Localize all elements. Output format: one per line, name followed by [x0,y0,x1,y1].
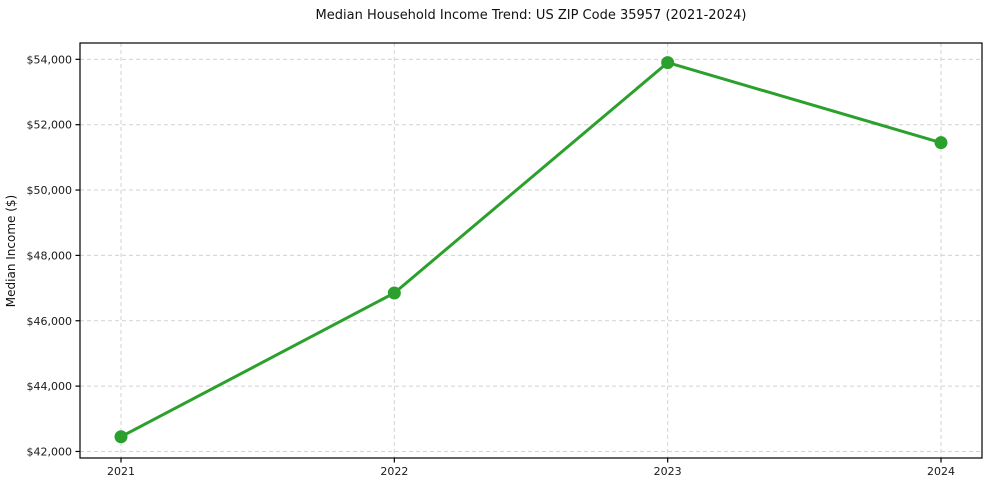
trend-line [119,61,943,439]
y-tick-label: $52,000 [27,119,73,132]
x-tick-label: 2023 [654,465,682,478]
y-tick-label: $54,000 [27,53,73,66]
y-tick-label: $46,000 [27,315,73,328]
data-point [934,136,948,150]
y-tick-label: $50,000 [27,184,73,197]
data-point [661,56,675,70]
chart-title: Median Household Income Trend: US ZIP Co… [315,8,747,23]
y-tick-label: $42,000 [27,445,73,458]
y-tick-label: $48,000 [27,249,73,262]
y-tick-label: $44,000 [27,380,73,393]
chart-plot-area: $42,000 $44,000 $46,000 $48,000 $50,000 $52,0… [27,42,983,478]
y-axis-label: Median Income ($) [4,195,18,307]
axis-frame [79,42,983,459]
data-point [387,286,401,300]
data-point [114,430,128,444]
x-tick-label: 2022 [380,465,408,478]
x-tick-label: 2021 [107,465,135,478]
x-tick-label: 2024 [927,465,955,478]
